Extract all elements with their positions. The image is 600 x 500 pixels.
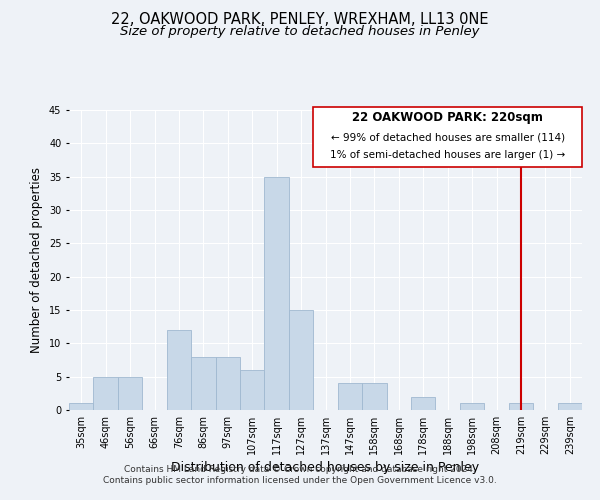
Text: Contains public sector information licensed under the Open Government Licence v3: Contains public sector information licen… — [103, 476, 497, 485]
Bar — [118, 376, 142, 410]
X-axis label: Distribution of detached houses by size in Penley: Distribution of detached houses by size … — [172, 461, 479, 474]
Bar — [215, 356, 240, 410]
Bar — [69, 404, 94, 410]
Text: 1% of semi-detached houses are larger (1) →: 1% of semi-detached houses are larger (1… — [330, 150, 565, 160]
Bar — [338, 384, 362, 410]
Bar — [411, 396, 436, 410]
Bar — [289, 310, 313, 410]
Bar — [94, 376, 118, 410]
Text: Size of property relative to detached houses in Penley: Size of property relative to detached ho… — [120, 25, 480, 38]
Bar — [509, 404, 533, 410]
Bar — [240, 370, 265, 410]
Y-axis label: Number of detached properties: Number of detached properties — [31, 167, 43, 353]
Bar — [460, 404, 484, 410]
Bar — [167, 330, 191, 410]
Text: Contains HM Land Registry data © Crown copyright and database right 2024.: Contains HM Land Registry data © Crown c… — [124, 465, 476, 474]
Bar — [362, 384, 386, 410]
Text: 22 OAKWOOD PARK: 220sqm: 22 OAKWOOD PARK: 220sqm — [352, 111, 543, 124]
FancyBboxPatch shape — [313, 106, 582, 166]
Text: 22, OAKWOOD PARK, PENLEY, WREXHAM, LL13 0NE: 22, OAKWOOD PARK, PENLEY, WREXHAM, LL13 … — [111, 12, 489, 28]
Text: ← 99% of detached houses are smaller (114): ← 99% of detached houses are smaller (11… — [331, 132, 565, 142]
Bar — [557, 404, 582, 410]
Bar — [191, 356, 215, 410]
Bar — [265, 176, 289, 410]
